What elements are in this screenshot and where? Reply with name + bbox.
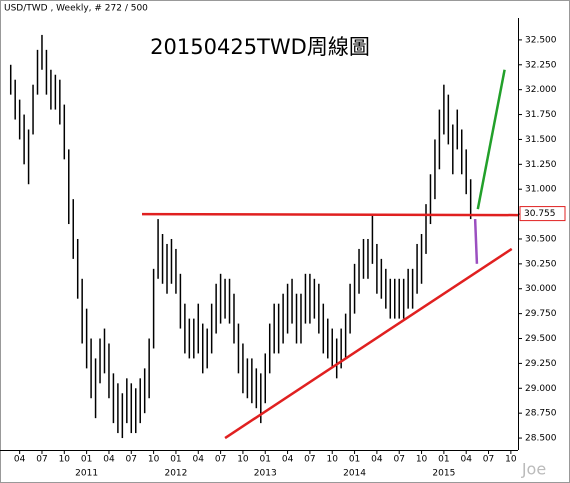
y-tick-label: 29.000: [525, 384, 557, 394]
x-tick-label: 04: [193, 455, 205, 465]
x-tick-label: 07: [304, 455, 315, 465]
x-tick-label: 01: [81, 455, 92, 465]
y-tick-label: 31.750: [525, 110, 557, 120]
x-tick-label: 01: [170, 455, 181, 465]
y-tick-label: 31.250: [525, 160, 557, 170]
x-tick-label: 07: [36, 455, 47, 465]
chart-title: 20150425TWD周線圖: [150, 35, 370, 59]
last-price-label: 30.755: [524, 209, 556, 219]
y-tick-label: 30.000: [525, 284, 557, 294]
y-tick-label: 29.750: [525, 309, 557, 319]
x-tick-label: 04: [103, 455, 115, 465]
x-tick-label: 04: [460, 455, 472, 465]
watermark: Joe: [521, 460, 546, 479]
x-tick-label: 10: [148, 455, 160, 465]
x-tick-label: 10: [505, 455, 517, 465]
year-label: 2013: [254, 469, 277, 479]
x-tick-label: 07: [215, 455, 226, 465]
year-label: 2012: [164, 469, 187, 479]
x-tick-label: 01: [349, 455, 360, 465]
x-tick-label: 10: [416, 455, 428, 465]
x-tick-label: 04: [371, 455, 383, 465]
annotation-line: [476, 69, 506, 210]
annotation-line: [224, 247, 513, 440]
y-tick-label: 32.000: [525, 85, 557, 95]
x-tick-label: 01: [260, 455, 271, 465]
x-tick-label: 07: [393, 455, 404, 465]
x-tick-label: 10: [237, 455, 249, 465]
y-tick-label: 28.750: [525, 409, 557, 419]
x-tick-label: 04: [14, 455, 26, 465]
y-tick-label: 30.500: [525, 234, 557, 244]
last-price-box: [519, 206, 566, 222]
x-tick-label: 10: [327, 455, 339, 465]
year-label: 2011: [75, 469, 98, 479]
x-tick-label: 07: [483, 455, 494, 465]
y-tick-label: 29.500: [525, 334, 557, 344]
y-tick-label: 28.500: [525, 434, 557, 444]
y-tick-label: 32.250: [525, 60, 557, 70]
x-tick-label: 04: [282, 455, 294, 465]
year-label: 2015: [432, 469, 455, 479]
y-tick-label: 31.000: [525, 185, 557, 195]
x-tick-label: 10: [59, 455, 71, 465]
header: USD/TWD , Weekly, # 272 / 500: [4, 4, 148, 14]
y-tick-label: 32.500: [525, 35, 557, 45]
y-tick-label: 31.500: [525, 135, 557, 145]
annotation-line: [142, 212, 519, 217]
y-tick-label: 30.250: [525, 259, 557, 269]
year-label: 2014: [343, 469, 366, 479]
x-tick-label: 01: [438, 455, 449, 465]
y-tick-label: 29.250: [525, 359, 557, 369]
annotation-line: [473, 219, 479, 264]
x-tick-label: 07: [126, 455, 137, 465]
